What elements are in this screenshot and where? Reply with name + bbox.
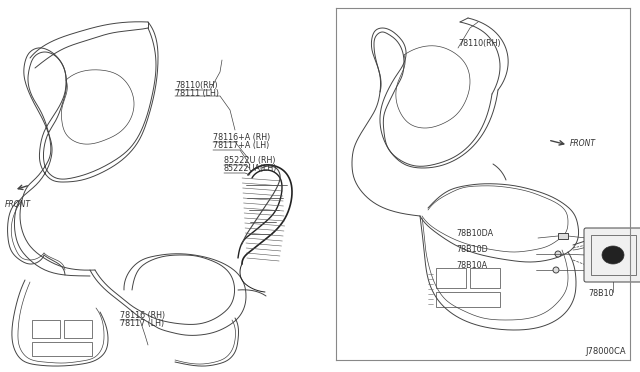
Text: 85222UA(LH): 85222UA(LH) xyxy=(224,164,277,173)
Bar xyxy=(436,292,500,307)
Text: 78B10: 78B10 xyxy=(588,289,614,298)
Bar xyxy=(558,233,568,239)
Text: 78117 (LH): 78117 (LH) xyxy=(120,319,164,328)
Text: 78111 (LH): 78111 (LH) xyxy=(175,89,219,98)
Text: 78117+A (LH): 78117+A (LH) xyxy=(213,141,269,150)
Ellipse shape xyxy=(602,246,624,264)
Circle shape xyxy=(555,251,561,257)
Circle shape xyxy=(553,267,559,273)
Bar xyxy=(32,320,60,338)
FancyBboxPatch shape xyxy=(584,228,640,282)
Bar xyxy=(64,320,92,338)
Bar xyxy=(436,268,466,288)
Text: 78116 (RH): 78116 (RH) xyxy=(120,311,165,320)
Text: 78B10DA: 78B10DA xyxy=(456,229,493,238)
Text: 78116+A (RH): 78116+A (RH) xyxy=(213,133,270,142)
Text: 78110(RH): 78110(RH) xyxy=(175,81,218,90)
Text: FRONT: FRONT xyxy=(5,200,31,209)
Bar xyxy=(470,268,500,288)
Text: 78110(RH): 78110(RH) xyxy=(458,39,500,48)
Text: J78000CA: J78000CA xyxy=(586,347,626,356)
Text: 85222U (RH): 85222U (RH) xyxy=(224,156,275,165)
Text: FRONT: FRONT xyxy=(570,138,596,148)
Text: 78B10A: 78B10A xyxy=(456,261,487,270)
Bar xyxy=(32,342,92,356)
Bar xyxy=(591,235,636,275)
Text: 78B10D: 78B10D xyxy=(456,245,488,254)
